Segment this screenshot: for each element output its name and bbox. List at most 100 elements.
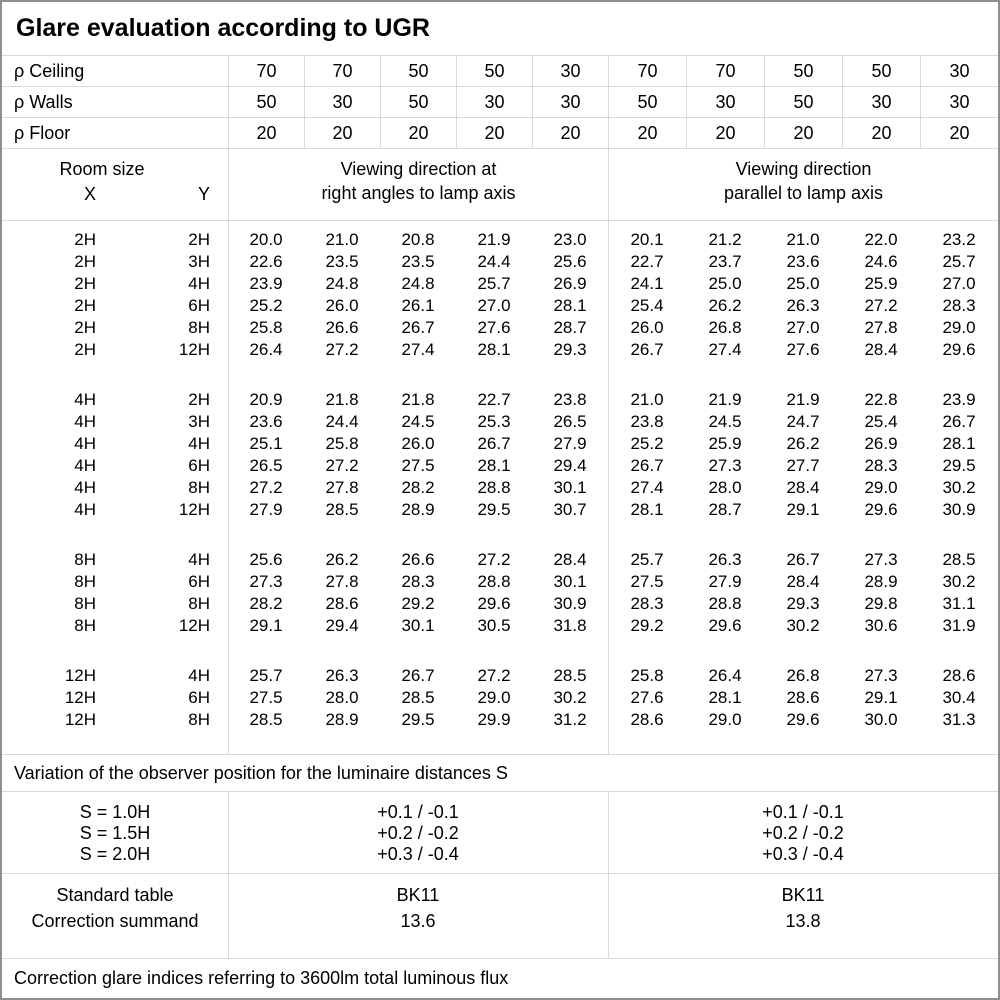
ugr-value-cell: 27.8	[864, 318, 898, 337]
ugr-value-cell: 31.2	[553, 710, 587, 729]
ugr-value-cell: 25.9	[864, 274, 898, 293]
ugr-value-cell: 28.5	[942, 550, 976, 569]
room-x-cell: 4H	[74, 478, 96, 497]
rho-walls-value-cell: 30	[920, 87, 998, 117]
ugr-data-row: 4H 12H 27.9 28.5 28.9 29.5 30.7 28.1 28.7 29.1 29.…	[2, 499, 998, 521]
group-gap	[2, 361, 998, 389]
ugr-data-row: 12H 8H 28.5 28.9 29.5 29.9 31.2 28.6 29.0 29.6 30.…	[2, 709, 998, 731]
rho-walls-value-cell: 50	[228, 87, 304, 117]
room-y-cell: 8H	[188, 478, 210, 497]
room-x-cell: 2H	[74, 274, 96, 293]
ugr-data-row: 2H 6H 25.2 26.0 26.1 27.0 28.1 25.4 26.2 26.3 27.2…	[2, 295, 998, 317]
rho-floor-value-cell: 20	[380, 118, 456, 148]
ugr-data-row: 4H 2H 20.9 21.8 21.8 22.7 23.8 21.0 21.9 21.9 22.8…	[2, 389, 998, 411]
ugr-value-cell: 30.2	[786, 616, 820, 635]
ugr-value-cell: 25.2	[249, 296, 283, 315]
ugr-value-cell: 20.0	[249, 230, 283, 249]
room-y-cell: 12H	[178, 500, 210, 519]
ugr-value-cell: 26.3	[325, 666, 359, 685]
rho-floor-label: ρ Floor	[14, 123, 71, 143]
ugr-value-cell: 28.9	[864, 572, 898, 591]
ugr-value-cell: 26.3	[786, 296, 820, 315]
ugr-value-cell: 30.7	[553, 500, 587, 519]
ugr-value-cell: 28.6	[630, 710, 664, 729]
ugr-value-cell: 29.5	[942, 456, 976, 475]
room-x-cell: 12H	[64, 688, 96, 707]
correction-summand-row: Correction summand 13.6 13.8	[2, 908, 998, 934]
rho-floor-row: ρ Floor 20 20 20 20 20 20 20 20 20 20	[2, 118, 998, 149]
ugr-data-row: 2H 4H 23.9 24.8 24.8 25.7 26.9 24.1 25.0 25.0 25.9…	[2, 273, 998, 295]
ugr-value-cell: 25.2	[630, 434, 664, 453]
footer-note: Correction glare indices referring to 36…	[14, 968, 509, 988]
ugr-value-cell: 26.9	[553, 274, 587, 293]
ugr-value-cell: 29.5	[401, 710, 435, 729]
ugr-data-row: 2H 3H 22.6 23.5 23.5 24.4 25.6 22.7 23.7 23.6 24.6…	[2, 251, 998, 273]
ugr-value-cell: 21.0	[630, 390, 664, 409]
ugr-value-cell: 29.0	[864, 478, 898, 497]
ugr-value-cell: 31.3	[942, 710, 976, 729]
ugr-value-cell: 24.4	[325, 412, 359, 431]
rho-walls-value-cell: 50	[380, 87, 456, 117]
title-row: Glare evaluation according to UGR	[2, 2, 998, 56]
ugr-value-cell: 25.8	[630, 666, 664, 685]
ugr-value-cell: 20.1	[630, 230, 664, 249]
ugr-value-cell: 24.6	[864, 252, 898, 271]
ugr-data-row: 4H 8H 27.2 27.8 28.2 28.8 30.1 27.4 28.0 28.4 29.0…	[2, 477, 998, 499]
rho-floor-value-cell: 20	[532, 118, 608, 148]
ugr-data-row: 4H 6H 26.5 27.2 27.5 28.1 29.4 26.7 27.3 27.7 28.3…	[2, 455, 998, 477]
rho-floor-value-cell: 20	[304, 118, 380, 148]
rho-walls-value-cell: 30	[304, 87, 380, 117]
s-distance-label: S = 1.5H	[79, 823, 151, 843]
room-y-cell: 4H	[188, 666, 210, 685]
ugr-value-cell: 27.3	[708, 456, 742, 475]
ugr-value-cell: 22.0	[864, 230, 898, 249]
ugr-value-cell: 26.4	[708, 666, 742, 685]
ugr-value-cell: 21.9	[477, 230, 511, 249]
room-y-cell: 2H	[188, 390, 210, 409]
ugr-value-cell: 27.2	[864, 296, 898, 315]
ugr-value-cell: 30.1	[401, 616, 435, 635]
room-x-cell: 2H	[74, 252, 96, 271]
ugr-value-cell: 26.7	[942, 412, 976, 431]
ugr-value-cell: 28.4	[786, 572, 820, 591]
ugr-value-cell: 29.9	[477, 710, 511, 729]
ugr-value-cell: 27.9	[553, 434, 587, 453]
viewing-direction-right-header: Viewing direction parallel to lamp axis	[608, 149, 998, 220]
ugr-value-cell: 27.2	[249, 478, 283, 497]
ugr-data-row: 8H 12H 29.1 29.4 30.1 30.5 31.8 29.2 29.6 30.2 30.…	[2, 615, 998, 637]
ugr-value-cell: 29.1	[786, 500, 820, 519]
ugr-value-cell: 30.4	[942, 688, 976, 707]
ugr-value-cell: 28.3	[864, 456, 898, 475]
ugr-value-cell: 24.5	[401, 412, 435, 431]
ugr-value-cell: 30.1	[553, 572, 587, 591]
ugr-value-cell: 27.5	[401, 456, 435, 475]
s-correction-left: +0.2 / -0.2	[377, 823, 459, 843]
ugr-value-cell: 28.6	[786, 688, 820, 707]
ugr-value-cell: 27.3	[864, 666, 898, 685]
rho-walls-value-cell: 30	[532, 87, 608, 117]
ugr-value-cell: 29.4	[553, 456, 587, 475]
rho-floor-value-cell: 20	[764, 118, 842, 148]
ugr-value-cell: 27.3	[249, 572, 283, 591]
ugr-value-cell: 29.0	[942, 318, 976, 337]
rho-ceiling-value-cell: 50	[764, 56, 842, 86]
ugr-value-cell: 26.7	[401, 318, 435, 337]
ugr-value-cell: 28.4	[553, 550, 587, 569]
ugr-value-cell: 26.5	[249, 456, 283, 475]
room-y-cell: 2H	[188, 230, 210, 249]
rho-floor-value-cell: 20	[456, 118, 532, 148]
ugr-value-cell: 27.2	[477, 666, 511, 685]
ugr-value-cell: 26.5	[553, 412, 587, 431]
room-y-cell: 8H	[188, 318, 210, 337]
xy-header-row: X Y	[2, 184, 228, 205]
s-correction-right: +0.2 / -0.2	[762, 823, 844, 843]
room-x-cell: 4H	[74, 412, 96, 431]
ugr-data-row: 8H 8H 28.2 28.6 29.2 29.6 30.9 28.3 28.8 29.3 29.8…	[2, 593, 998, 615]
rho-walls-value-cell: 30	[456, 87, 532, 117]
ugr-value-cell: 26.3	[708, 550, 742, 569]
ugr-value-cell: 21.9	[708, 390, 742, 409]
room-y-cell: 6H	[188, 456, 210, 475]
room-y-cell: 6H	[188, 688, 210, 707]
ugr-value-cell: 28.4	[786, 478, 820, 497]
ugr-value-cell: 23.9	[942, 390, 976, 409]
